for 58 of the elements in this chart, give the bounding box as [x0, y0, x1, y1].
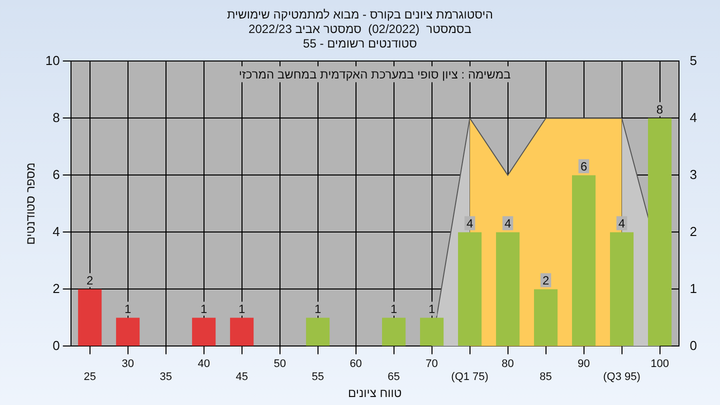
y-tick-label: 0 [52, 338, 60, 353]
y2-tick-label: 1 [690, 280, 698, 296]
data-label: 4 [466, 216, 474, 231]
x-tick-label: 70 [426, 358, 438, 370]
x-tick-label: 30 [122, 358, 134, 370]
data-label: 4 [618, 216, 626, 231]
bar [572, 175, 596, 346]
data-label: 8 [656, 102, 664, 117]
x-tick-label: 35 [160, 371, 172, 384]
y-tick-label: 10 [45, 52, 60, 68]
bar [78, 289, 102, 346]
x-tick-label: 40 [198, 358, 210, 370]
data-label: 1 [238, 302, 246, 316]
chart-subtitle: בסמסטר (02/2022) סמסטר אביב 2022/23 סטודנטים רשומים - 55 [248, 22, 472, 50]
x-tick-label: 80 [502, 358, 514, 370]
bar [610, 232, 634, 346]
x-tick-label: 60 [350, 358, 362, 370]
bar [534, 289, 558, 346]
x-tick-label: 55 [312, 371, 324, 384]
bar [192, 318, 216, 346]
bar [230, 318, 254, 346]
bar [382, 318, 406, 346]
data-label: 2 [86, 274, 94, 288]
bar [306, 318, 330, 346]
annotation: במשימה : ציון סופי במערכת האקדמית במחשב המרכזי [238, 68, 511, 82]
x-tick-label: 85 [540, 371, 552, 384]
x-tick-label: (Q1 75) [451, 371, 488, 384]
y-tick-label: 6 [52, 166, 60, 182]
data-label: 1 [428, 302, 436, 316]
bar [116, 318, 140, 346]
bar [420, 318, 444, 346]
x-tick-label: (Q3 95) [603, 371, 640, 384]
y2-tick-label: 0 [690, 338, 698, 353]
bar [496, 232, 520, 346]
data-label: 1 [314, 302, 322, 316]
data-label: 1 [390, 302, 398, 316]
y-tick-label: 2 [52, 280, 60, 296]
x-tick-label: 50 [274, 358, 286, 370]
data-label: 6 [580, 160, 588, 174]
data-label: 2 [542, 274, 550, 288]
x-tick-label: 100 [650, 358, 669, 370]
y2-tick-label: 4 [690, 110, 698, 125]
x-tick-label: 25 [84, 371, 96, 384]
x-axis-title: טווח ציונים [348, 386, 402, 400]
chart-title: היסטוגרמת ציונים בקורס - מבוא למתמטיקה שימושית [226, 8, 494, 22]
y-axis-title: מספר סטודנטים [24, 162, 38, 245]
data-label: 1 [200, 302, 208, 316]
x-tick-label: 90 [578, 358, 590, 370]
y2-tick-label: 2 [690, 224, 698, 239]
y-tick-label: 4 [52, 224, 60, 239]
data-label: 4 [504, 216, 512, 231]
x-tick-label: 45 [236, 371, 248, 384]
x-tick-label: 65 [388, 371, 400, 384]
bar [458, 232, 482, 346]
data-label: 1 [124, 302, 132, 316]
y2-tick-label: 3 [690, 166, 698, 182]
y2-tick-label: 5 [690, 52, 698, 68]
y-tick-label: 8 [52, 110, 60, 125]
